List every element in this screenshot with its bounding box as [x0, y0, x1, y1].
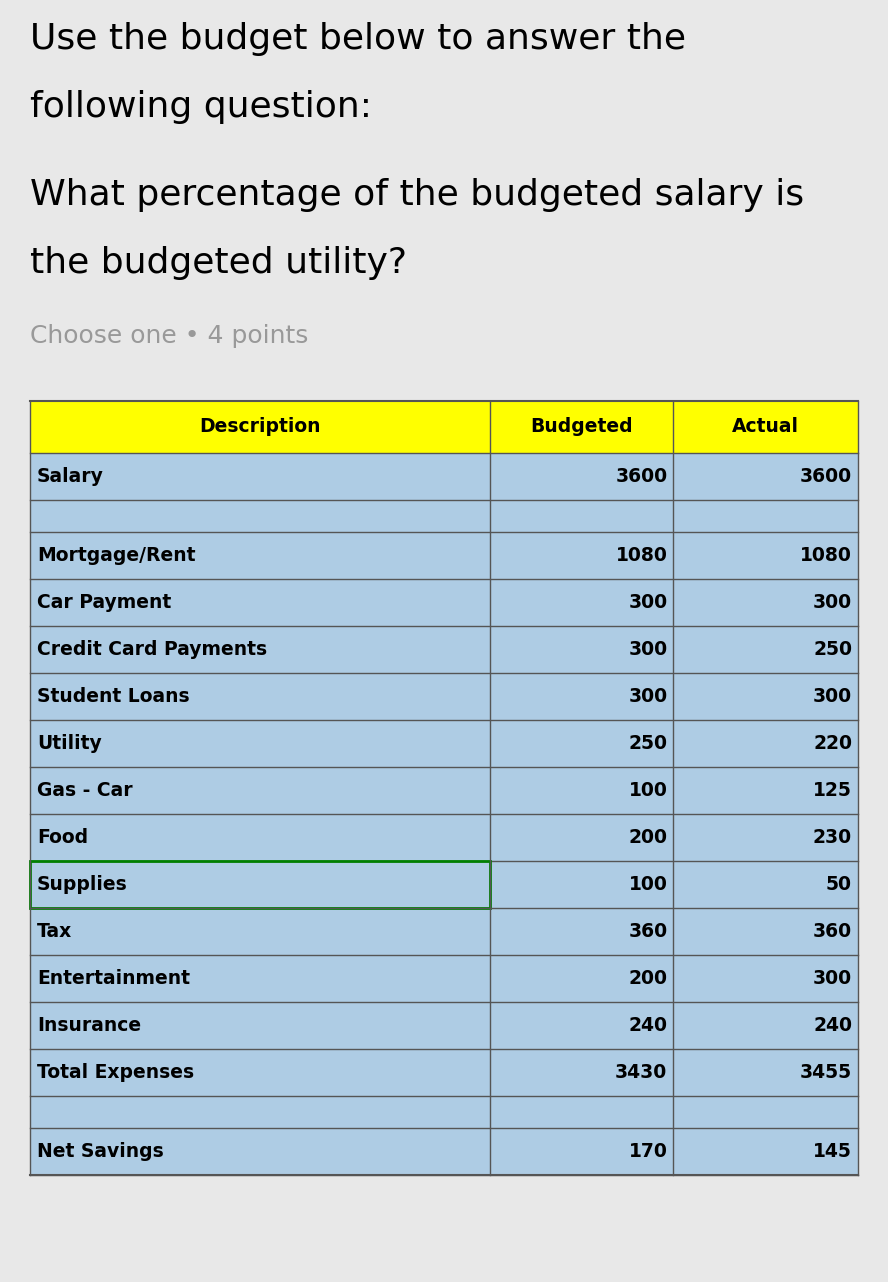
- Text: Utility: Utility: [37, 735, 102, 753]
- Text: 3455: 3455: [800, 1063, 852, 1082]
- Text: Entertainment: Entertainment: [37, 969, 190, 988]
- Text: 300: 300: [813, 969, 852, 988]
- Text: 100: 100: [629, 781, 668, 800]
- Text: 125: 125: [813, 781, 852, 800]
- Bar: [30, 814, 858, 862]
- Text: 300: 300: [813, 687, 852, 706]
- Text: 250: 250: [813, 640, 852, 659]
- Text: 3600: 3600: [800, 467, 852, 486]
- Bar: [30, 1128, 858, 1176]
- Text: Gas - Car: Gas - Car: [37, 781, 132, 800]
- Text: 100: 100: [629, 876, 668, 894]
- Bar: [30, 1096, 858, 1128]
- Text: 240: 240: [813, 1017, 852, 1035]
- Text: Tax: Tax: [37, 922, 72, 941]
- Text: 200: 200: [629, 969, 668, 988]
- Text: Insurance: Insurance: [37, 1017, 141, 1035]
- Bar: [30, 1003, 858, 1049]
- Text: 220: 220: [813, 735, 852, 753]
- Bar: [30, 767, 858, 814]
- Text: the budgeted utility?: the budgeted utility?: [30, 246, 407, 279]
- Text: 50: 50: [826, 876, 852, 894]
- Text: 240: 240: [629, 1017, 668, 1035]
- Text: 250: 250: [629, 735, 668, 753]
- Bar: [30, 862, 489, 908]
- Text: 300: 300: [628, 640, 668, 659]
- Text: 3600: 3600: [615, 467, 668, 486]
- Text: Description: Description: [199, 418, 321, 436]
- Bar: [30, 720, 858, 767]
- Text: Net Savings: Net Savings: [37, 1142, 163, 1161]
- Text: 3430: 3430: [615, 1063, 668, 1082]
- Text: Mortgage/Rent: Mortgage/Rent: [37, 546, 195, 565]
- Bar: [30, 401, 858, 453]
- Text: Food: Food: [37, 828, 88, 847]
- Text: What percentage of the budgeted salary is: What percentage of the budgeted salary i…: [30, 178, 805, 212]
- Bar: [30, 500, 858, 532]
- Bar: [30, 1049, 858, 1096]
- Bar: [30, 532, 858, 579]
- Text: 170: 170: [629, 1142, 668, 1161]
- Text: Actual: Actual: [733, 418, 799, 436]
- Text: Credit Card Payments: Credit Card Payments: [37, 640, 267, 659]
- Text: 300: 300: [628, 687, 668, 706]
- Text: 360: 360: [813, 922, 852, 941]
- Text: 1080: 1080: [615, 546, 668, 565]
- Text: Budgeted: Budgeted: [530, 418, 633, 436]
- Text: Car Payment: Car Payment: [37, 594, 171, 612]
- Bar: [30, 955, 858, 1003]
- Text: 200: 200: [629, 828, 668, 847]
- Text: Supplies: Supplies: [37, 876, 128, 894]
- Bar: [30, 626, 858, 673]
- Bar: [30, 862, 858, 908]
- Text: 230: 230: [813, 828, 852, 847]
- Text: 145: 145: [813, 1142, 852, 1161]
- Bar: [30, 579, 858, 626]
- Text: following question:: following question:: [30, 90, 372, 124]
- Text: Student Loans: Student Loans: [37, 687, 190, 706]
- Text: Choose one • 4 points: Choose one • 4 points: [30, 324, 308, 347]
- Text: Use the budget below to answer the: Use the budget below to answer the: [30, 22, 686, 56]
- Bar: [30, 673, 858, 720]
- Text: 1080: 1080: [800, 546, 852, 565]
- Bar: [30, 453, 858, 500]
- Text: Salary: Salary: [37, 467, 104, 486]
- Text: Total Expenses: Total Expenses: [37, 1063, 194, 1082]
- Text: 300: 300: [813, 594, 852, 612]
- Bar: [30, 908, 858, 955]
- Text: 360: 360: [628, 922, 668, 941]
- Text: 300: 300: [628, 594, 668, 612]
